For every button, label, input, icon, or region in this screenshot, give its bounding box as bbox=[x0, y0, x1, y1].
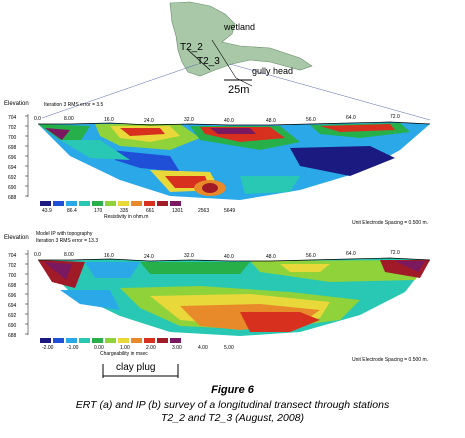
legend-a-value: 1301 bbox=[172, 208, 184, 214]
legend-b-value: 0.00 bbox=[94, 345, 104, 351]
panel-a-x-tick: 32.0 bbox=[184, 117, 194, 123]
panel-b-x-tick: 8.00 bbox=[64, 252, 74, 258]
clay-plug-bracket bbox=[102, 364, 179, 378]
panel-b-subtitle-2: Iteration 3 RMS error = 13.3 bbox=[36, 238, 99, 244]
map-label-wetland: wetland bbox=[224, 22, 256, 32]
panel-a-x-tick: 48.0 bbox=[266, 118, 276, 124]
legend-a-value: 5649 bbox=[224, 208, 236, 214]
legend-a-value: 661 bbox=[146, 208, 155, 214]
panel-b-y-ticks: 704 702 700 698 696 694 692 690 688 bbox=[8, 253, 17, 339]
legend-a-label: Resistivity in ohm.m bbox=[104, 214, 149, 220]
map-label-t2-3: T2_3 bbox=[197, 56, 220, 67]
legend-b-label: Chargeability in msec bbox=[100, 351, 148, 357]
legend-a-value: 43.9 bbox=[42, 208, 52, 214]
panel-a-section bbox=[25, 114, 431, 200]
legend-a-value: 170 bbox=[94, 208, 103, 214]
panel-a-y-ticks: 704 702 700 698 696 694 692 690 688 bbox=[8, 115, 17, 201]
figure-caption-line-1: ERT (a) and IP (b) survey of a longitudi… bbox=[75, 399, 390, 411]
panel-a-spacing-note: Unit Electrode Spacing = 0.500 m. bbox=[352, 220, 429, 226]
panel-b-x-tick: 24.0 bbox=[144, 254, 154, 260]
panel-a-x-tick: 72.0 bbox=[390, 114, 400, 120]
legend-b-swatches bbox=[40, 338, 181, 343]
map-leader-left bbox=[41, 63, 199, 119]
legend-b-value: 2.00 bbox=[146, 345, 156, 351]
panel-a-x-tick: 16.0 bbox=[104, 117, 114, 123]
panel-b-x-tick: 0.0 bbox=[34, 252, 41, 258]
panel-b-x-tick: 40.0 bbox=[224, 254, 234, 260]
panel-a-x-tick: 56.0 bbox=[306, 117, 316, 123]
legend-a-value: 86.4 bbox=[67, 208, 77, 214]
figure-caption-line-2: T2_2 and T2_3 (August, 2008) bbox=[160, 412, 304, 424]
legend-b-value: -1.00 bbox=[67, 345, 79, 351]
legend-b-value: 3.00 bbox=[172, 345, 182, 351]
panel-b-spacing-note: Unit Electrode Spacing = 0.500 m. bbox=[352, 357, 429, 363]
panel-a-x-tick: 24.0 bbox=[144, 118, 154, 124]
panel-b-x-tick: 56.0 bbox=[306, 253, 316, 259]
legend-a-value: 335 bbox=[120, 208, 129, 214]
panel-a-x-tick: 8.00 bbox=[64, 116, 74, 122]
panel-b-subtitle-1: Model IP with topography bbox=[36, 231, 93, 237]
panel-a-subtitle: Iteration 3 RMS error = 3.5 bbox=[44, 102, 104, 108]
panel-b-x-tick: 64.0 bbox=[346, 251, 356, 257]
legend-b-value: 1.00 bbox=[120, 345, 130, 351]
map-label-t2-2: T2_2 bbox=[180, 42, 203, 53]
panel-b-x-tick: 72.0 bbox=[390, 250, 400, 256]
panel-b-section bbox=[25, 250, 431, 336]
panel-a-axis-title: Elevation bbox=[4, 101, 29, 107]
map-transect-line bbox=[187, 49, 211, 71]
map-scale-label: 25m bbox=[228, 84, 250, 96]
legend-b-value: 5.00 bbox=[224, 345, 234, 351]
wetland-map-shape bbox=[169, 1, 313, 77]
panel-a-x-tick: 40.0 bbox=[224, 118, 234, 124]
legend-a-swatches bbox=[40, 201, 181, 206]
panel-b-x-tick: 16.0 bbox=[104, 253, 114, 259]
panel-b-x-tick: 32.0 bbox=[184, 253, 194, 259]
panel-a-x-tick: 64.0 bbox=[346, 115, 356, 121]
panel-b-x-tick: 48.0 bbox=[266, 254, 276, 260]
clay-plug-label: clay plug bbox=[116, 362, 156, 373]
map-leader-right bbox=[229, 63, 431, 121]
figure-number: Figure 6 bbox=[211, 384, 254, 396]
panel-a-x-tick: 0.0 bbox=[34, 116, 41, 122]
legend-b-value: 4.00 bbox=[198, 345, 208, 351]
map-label-gully-head: gully head bbox=[252, 66, 294, 76]
panel-b-axis-title: Elevation bbox=[4, 235, 29, 241]
legend-b-value: -2.00 bbox=[42, 345, 54, 351]
legend-a-value: 2563 bbox=[198, 208, 210, 214]
